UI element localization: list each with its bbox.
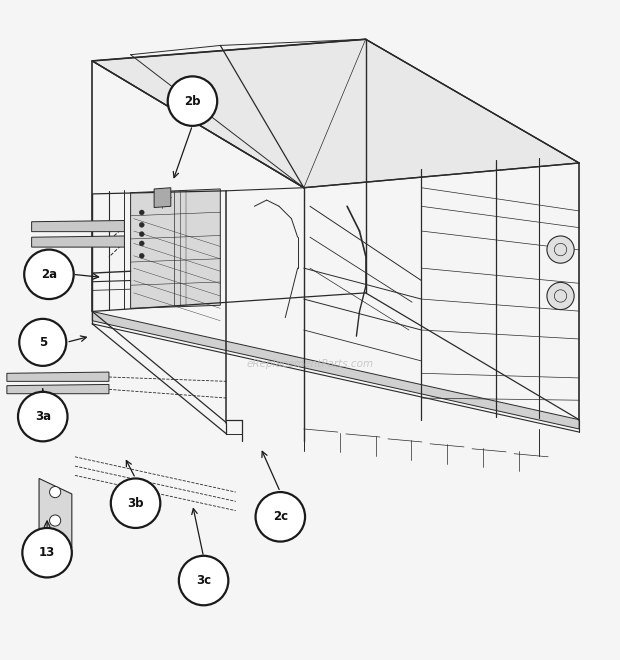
Circle shape — [19, 319, 66, 366]
Polygon shape — [7, 384, 109, 394]
Text: 2c: 2c — [273, 510, 288, 523]
Text: 3b: 3b — [127, 497, 144, 510]
Polygon shape — [39, 478, 72, 548]
Text: 3c: 3c — [196, 574, 211, 587]
Circle shape — [50, 486, 61, 498]
Polygon shape — [32, 236, 125, 247]
Circle shape — [140, 253, 144, 258]
Circle shape — [140, 222, 144, 227]
Polygon shape — [92, 39, 579, 187]
Polygon shape — [32, 220, 125, 232]
Circle shape — [140, 232, 144, 236]
Text: eReplacementParts.com: eReplacementParts.com — [246, 359, 374, 369]
Circle shape — [111, 478, 161, 528]
Polygon shape — [131, 189, 220, 308]
Circle shape — [255, 492, 305, 542]
Text: 13: 13 — [39, 546, 55, 559]
Polygon shape — [7, 372, 109, 381]
Circle shape — [50, 515, 61, 526]
Circle shape — [140, 241, 144, 246]
Text: 3a: 3a — [35, 410, 51, 423]
Circle shape — [547, 236, 574, 263]
Circle shape — [24, 249, 74, 299]
Circle shape — [18, 392, 68, 442]
Text: 5: 5 — [38, 336, 47, 349]
Text: 2b: 2b — [184, 94, 201, 108]
Circle shape — [547, 282, 574, 310]
Circle shape — [140, 210, 144, 215]
Circle shape — [179, 556, 228, 605]
Polygon shape — [154, 187, 171, 207]
Text: 2a: 2a — [41, 268, 57, 280]
Polygon shape — [92, 312, 579, 429]
Circle shape — [50, 532, 61, 543]
Circle shape — [168, 77, 217, 126]
Circle shape — [22, 528, 72, 578]
